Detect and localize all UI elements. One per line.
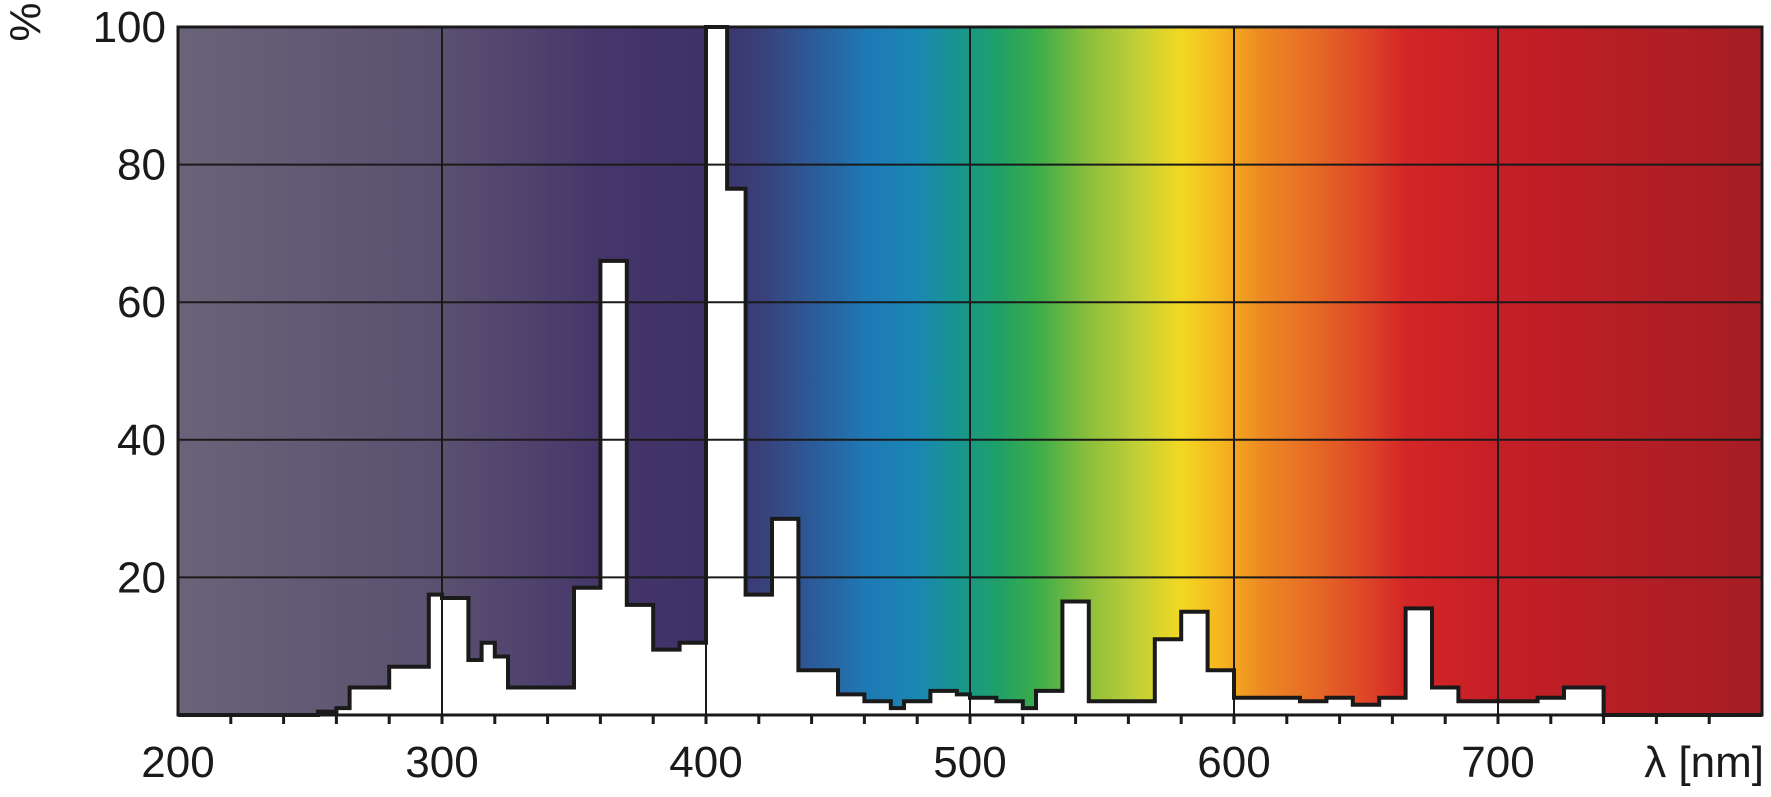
x-tick-label-400: 400	[669, 738, 742, 787]
y-tick-label-60: 60	[117, 278, 166, 327]
x-axis-unit-label: λ [nm]	[1644, 738, 1764, 787]
spectrum-series	[178, 25, 1762, 717]
y-tick-label-100: 100	[93, 3, 166, 52]
x-tick-label-700: 700	[1461, 738, 1534, 787]
y-tick-label-40: 40	[117, 416, 166, 465]
y-axis-unit-label: %	[1, 2, 50, 41]
x-tick-label-600: 600	[1197, 738, 1270, 787]
x-tick-label-500: 500	[933, 738, 1006, 787]
y-tick-label-20: 20	[117, 553, 166, 602]
x-tick-label-300: 300	[405, 738, 478, 787]
x-tick-label-200: 200	[141, 738, 214, 787]
y-tick-label-80: 80	[117, 141, 166, 190]
axes	[176, 25, 1764, 724]
spectrum-line	[178, 25, 1762, 717]
